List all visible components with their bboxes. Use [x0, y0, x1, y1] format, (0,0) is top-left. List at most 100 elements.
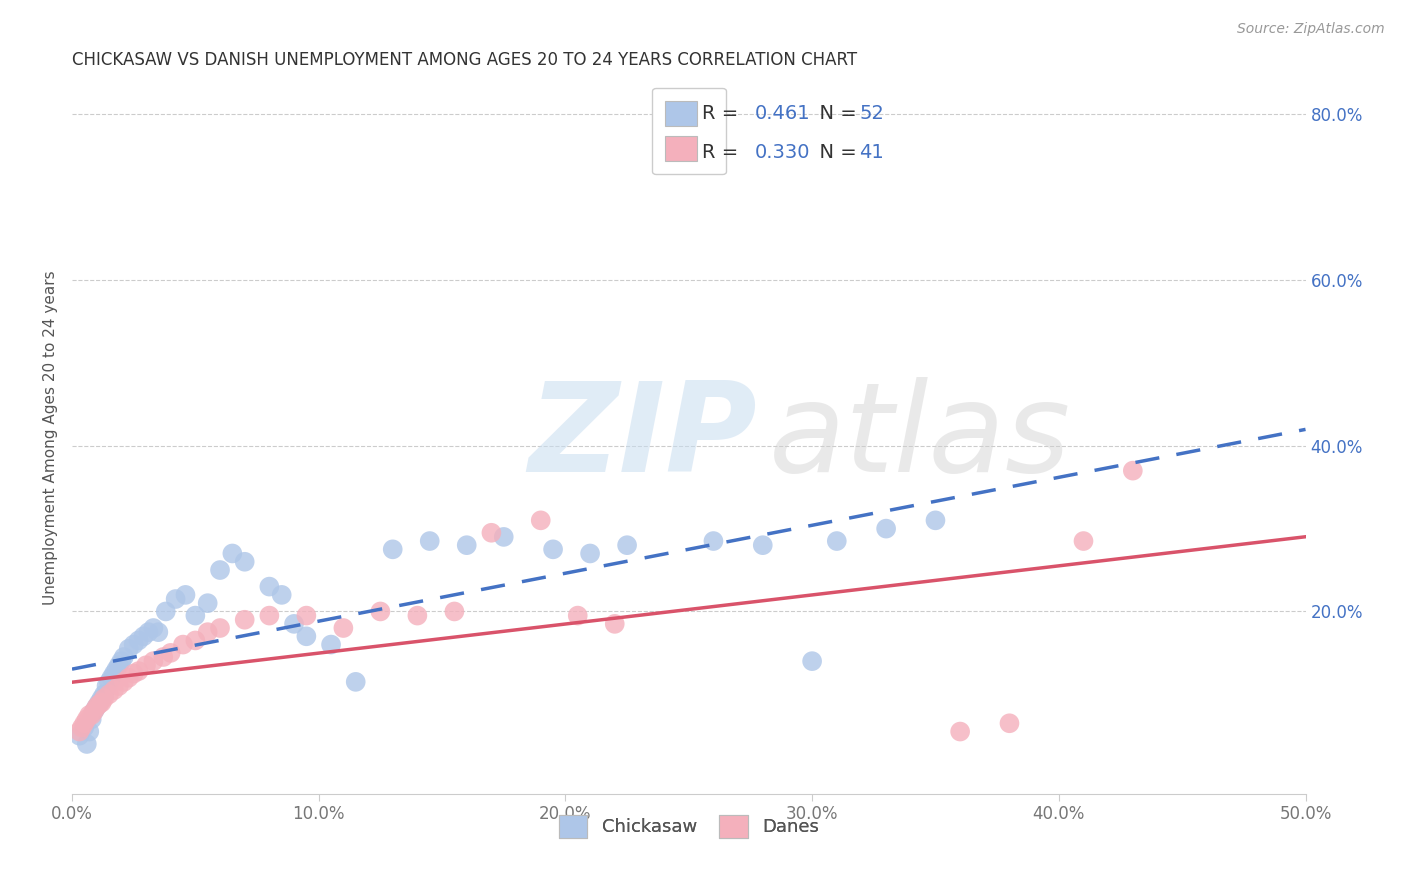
Text: ZIP: ZIP [529, 377, 758, 498]
Text: Source: ZipAtlas.com: Source: ZipAtlas.com [1237, 22, 1385, 37]
Point [381, 542, 404, 557]
Text: N =: N = [807, 103, 863, 122]
Point [108, 679, 131, 693]
Point [73, 716, 96, 731]
Text: N =: N = [807, 144, 863, 162]
Text: CHICKASAW VS DANISH UNEMPLOYMENT AMONG AGES 20 TO 24 YEARS CORRELATION CHART: CHICKASAW VS DANISH UNEMPLOYMENT AMONG A… [72, 51, 858, 69]
Point [801, 654, 824, 668]
Point [949, 724, 972, 739]
Point [825, 534, 848, 549]
Point [1122, 464, 1144, 478]
Point [295, 608, 318, 623]
Point [875, 522, 897, 536]
Point [128, 664, 150, 678]
Point [152, 650, 174, 665]
Point [702, 534, 724, 549]
Point [76, 712, 98, 726]
Point [319, 638, 342, 652]
Point [456, 538, 478, 552]
Point [332, 621, 354, 635]
Point [89, 696, 111, 710]
Point [132, 629, 155, 643]
Point [172, 638, 194, 652]
Point [76, 737, 98, 751]
Point [98, 674, 121, 689]
Text: atlas: atlas [769, 377, 1071, 498]
Y-axis label: Unemployment Among Ages 20 to 24 years: Unemployment Among Ages 20 to 24 years [44, 270, 58, 605]
Point [108, 658, 131, 673]
Point [93, 687, 115, 701]
Point [90, 691, 112, 706]
Point [233, 613, 256, 627]
Point [135, 658, 157, 673]
Point [93, 691, 115, 706]
Point [110, 654, 132, 668]
Point [197, 596, 219, 610]
Point [603, 616, 626, 631]
Point [77, 724, 100, 739]
Point [295, 629, 318, 643]
Point [118, 641, 141, 656]
Point [89, 697, 111, 711]
Point [83, 704, 105, 718]
Point [148, 625, 170, 640]
Point [142, 654, 165, 668]
Point [86, 699, 108, 714]
Point [118, 671, 141, 685]
Point [80, 712, 103, 726]
Point [86, 699, 108, 714]
Text: R =: R = [703, 144, 745, 162]
Text: 0.330: 0.330 [754, 144, 810, 162]
Point [370, 604, 392, 618]
Point [443, 604, 465, 618]
Point [406, 608, 429, 623]
Point [142, 621, 165, 635]
Legend: Chickasaw, Danes: Chickasaw, Danes [551, 807, 827, 846]
Point [138, 625, 160, 640]
Point [80, 708, 103, 723]
Point [221, 546, 243, 560]
Point [73, 720, 96, 734]
Point [67, 724, 90, 739]
Point [155, 604, 177, 618]
Point [259, 580, 281, 594]
Point [530, 513, 553, 527]
Point [208, 563, 231, 577]
Point [259, 608, 281, 623]
Point [112, 650, 135, 665]
Point [419, 534, 441, 549]
Point [67, 729, 90, 743]
Text: 52: 52 [859, 103, 884, 122]
Point [100, 671, 122, 685]
Point [567, 608, 589, 623]
Point [122, 638, 145, 652]
Point [616, 538, 638, 552]
Point [112, 674, 135, 689]
Point [270, 588, 292, 602]
Point [492, 530, 515, 544]
Point [174, 588, 197, 602]
Point [541, 542, 564, 557]
Point [1073, 534, 1095, 549]
Point [96, 679, 118, 693]
Point [70, 720, 93, 734]
Point [103, 683, 125, 698]
Point [998, 716, 1021, 731]
Text: 41: 41 [859, 144, 884, 162]
Point [90, 696, 112, 710]
Point [77, 708, 100, 723]
Point [105, 662, 128, 676]
Point [208, 621, 231, 635]
Point [752, 538, 775, 552]
Point [481, 525, 503, 540]
Point [233, 555, 256, 569]
Text: R =: R = [703, 103, 745, 122]
Point [579, 546, 602, 560]
Point [83, 704, 105, 718]
Point [122, 666, 145, 681]
Point [344, 674, 367, 689]
Point [128, 633, 150, 648]
Point [924, 513, 946, 527]
Point [103, 666, 125, 681]
Point [184, 633, 207, 648]
